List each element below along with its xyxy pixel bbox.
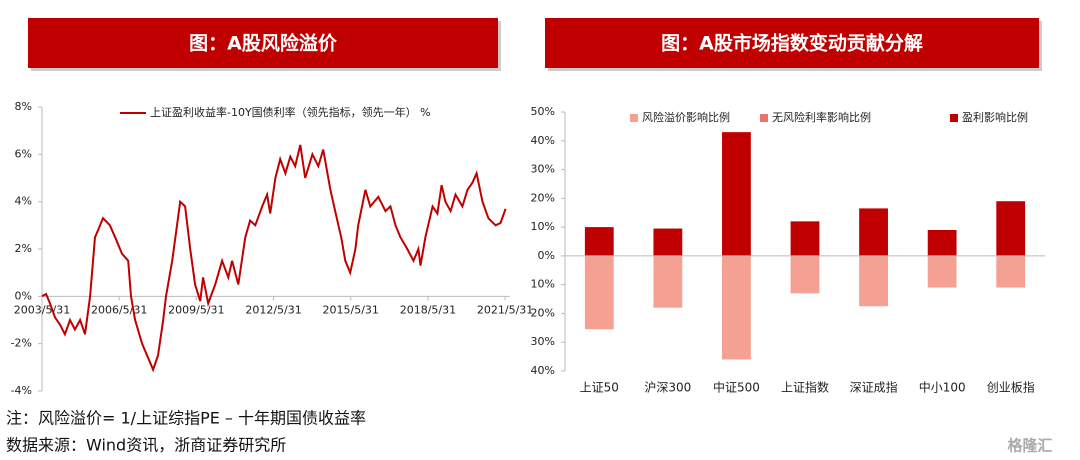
bar bbox=[584, 227, 614, 256]
x-tick-label: 创业板指 bbox=[987, 380, 1035, 395]
bar bbox=[722, 255, 751, 360]
banner bbox=[28, 18, 498, 68]
note: 注：风险溢价= 1/上证综指PE – 十年期国债收益率 bbox=[6, 409, 366, 428]
legend-label: 无风险利率影响比例 bbox=[772, 110, 871, 124]
bar bbox=[653, 255, 683, 308]
y-tick-label: -4% bbox=[11, 384, 32, 397]
bar bbox=[722, 132, 751, 256]
bar bbox=[790, 221, 820, 256]
y-tick-label: 4% bbox=[15, 195, 32, 208]
bar bbox=[996, 255, 1026, 288]
legend-swatch bbox=[630, 114, 638, 122]
y-tick-label: 10% bbox=[531, 220, 555, 233]
banner bbox=[545, 18, 1039, 68]
bar bbox=[996, 201, 1026, 256]
bar bbox=[584, 255, 614, 330]
x-tick-label: 2021/5/31 bbox=[477, 303, 533, 316]
watermark: 格隆汇 bbox=[1007, 437, 1052, 455]
y-tick-label: 0% bbox=[15, 289, 32, 302]
legend-swatch bbox=[760, 114, 768, 122]
line bbox=[41, 144, 507, 373]
note: 数据来源：Wind资讯，浙商证券研究所 bbox=[6, 436, 286, 455]
y-tick-label: -2% bbox=[11, 337, 32, 350]
x-tick-label: 沪深300 bbox=[644, 381, 691, 395]
x-tick-label: 2015/5/31 bbox=[323, 303, 379, 316]
legend-label: 盈利影响比例 bbox=[962, 110, 1028, 124]
x-tick-label: 2012/5/31 bbox=[245, 303, 301, 316]
y-tick-label: 10% bbox=[531, 278, 555, 291]
x-tick-label: 2006/5/31 bbox=[91, 303, 147, 316]
chart-title: 图：A股风险溢价 bbox=[189, 32, 338, 55]
y-tick-label: 8% bbox=[15, 100, 32, 113]
x-tick-label: 2009/5/31 bbox=[168, 303, 224, 316]
y-tick-label: 40% bbox=[531, 364, 555, 377]
y-tick-label: 30% bbox=[531, 335, 555, 348]
y-tick-label: 6% bbox=[15, 147, 32, 160]
x-tick-label: 上证50 bbox=[580, 381, 619, 395]
y-tick-label: 20% bbox=[531, 306, 555, 319]
bar bbox=[927, 229, 957, 256]
x-tick-label: 2003/5/31 bbox=[14, 303, 70, 316]
x-tick-label: 深证成指 bbox=[850, 380, 898, 395]
bar bbox=[859, 208, 888, 256]
bar bbox=[653, 228, 683, 256]
y-tick-label: 2% bbox=[15, 242, 32, 255]
bar bbox=[927, 255, 957, 288]
y-tick-label: 30% bbox=[531, 163, 555, 176]
y-tick-label: 50% bbox=[531, 105, 555, 118]
legend-label: 风险溢价影响比例 bbox=[642, 110, 730, 124]
bar bbox=[859, 255, 888, 307]
bar bbox=[790, 255, 820, 294]
legend-label: 上证盈利收益率-10Y国债利率（领先指标，领先一年） % bbox=[150, 105, 431, 119]
y-tick-label: 40% bbox=[531, 134, 555, 147]
y-tick-label: 20% bbox=[531, 191, 555, 204]
y-tick-label: 0% bbox=[538, 249, 555, 262]
chart-title: 图：A股市场指数变动贡献分解 bbox=[661, 32, 923, 55]
legend-swatch bbox=[950, 114, 958, 122]
x-tick-label: 中小100 bbox=[919, 380, 966, 395]
x-tick-label: 中证500 bbox=[713, 380, 760, 395]
x-tick-label: 2018/5/31 bbox=[400, 303, 456, 316]
x-tick-label: 上证指数 bbox=[781, 380, 829, 395]
